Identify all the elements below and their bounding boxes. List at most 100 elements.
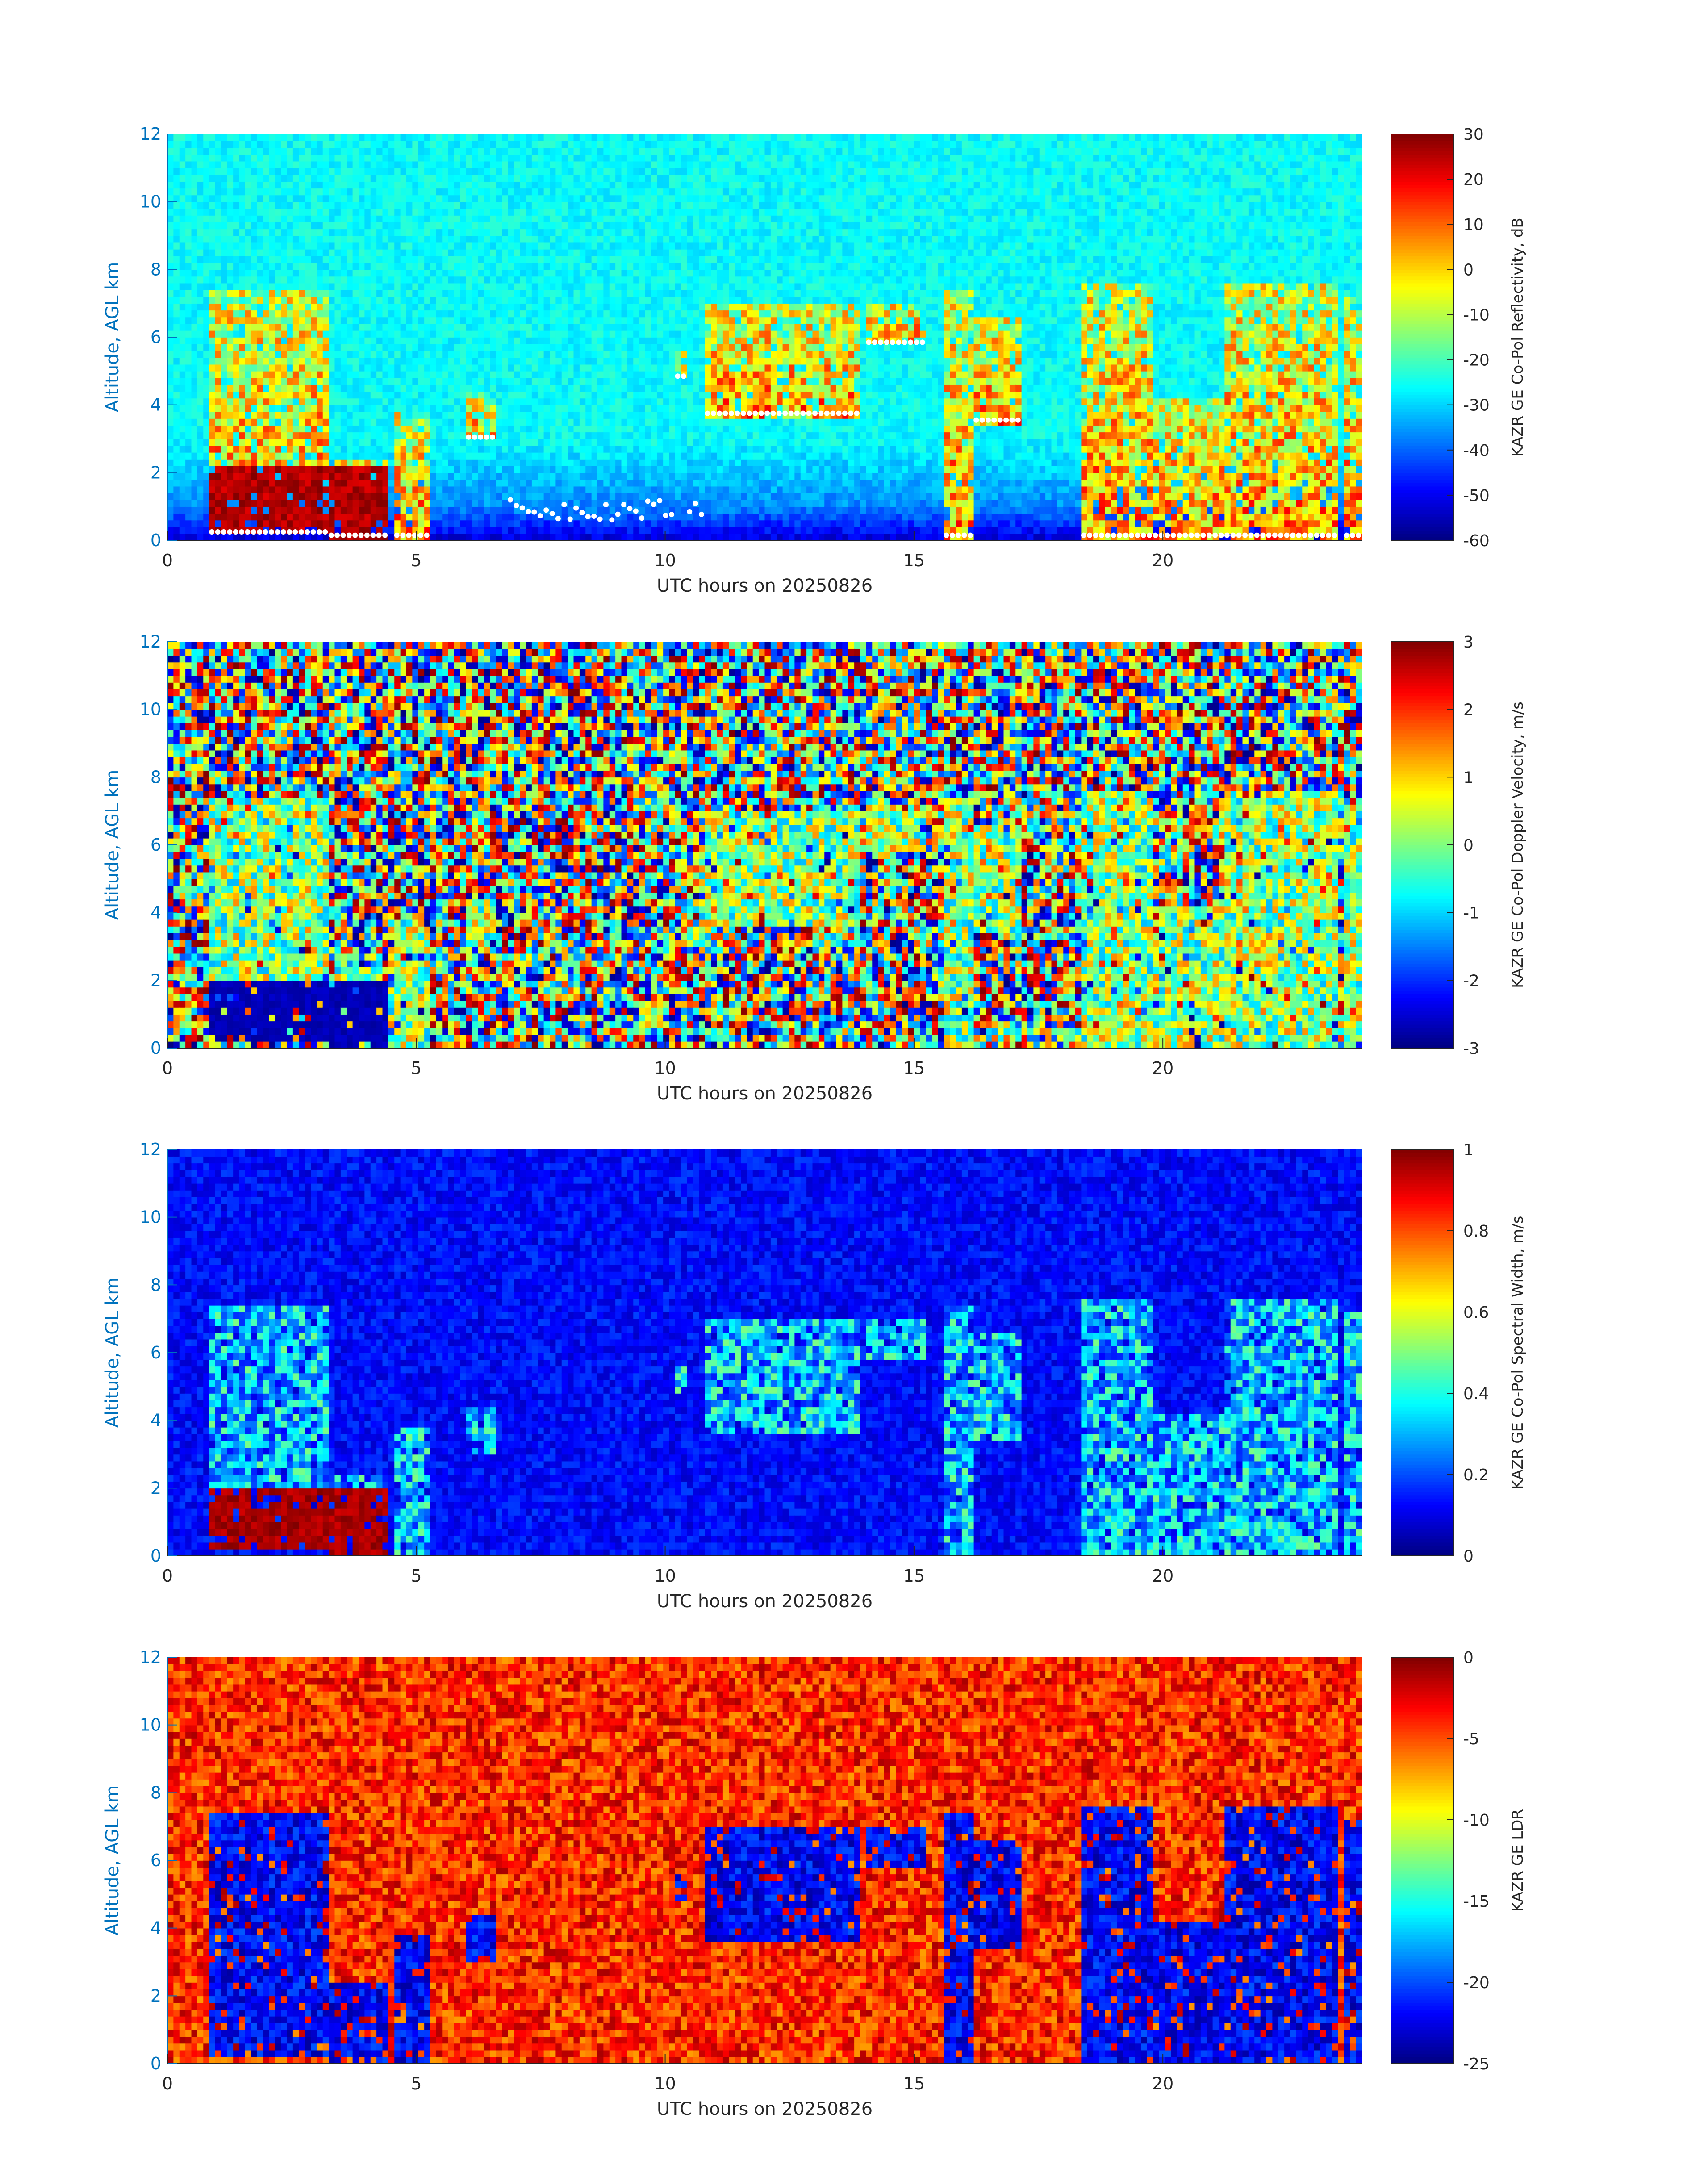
heatmap-cell xyxy=(269,147,276,155)
heatmap-cell xyxy=(591,147,598,155)
heatmap-cell xyxy=(400,466,407,473)
heatmap-cell xyxy=(347,208,353,216)
heatmap-cell xyxy=(466,351,472,358)
heatmap-cell xyxy=(490,337,497,344)
heatmap-cell xyxy=(526,398,532,405)
heatmap-cell xyxy=(436,486,443,493)
heatmap-cell xyxy=(579,154,586,162)
heatmap-cell xyxy=(621,134,628,141)
heatmap-cell xyxy=(400,425,407,433)
heatmap-cell xyxy=(352,432,359,439)
heatmap-cell xyxy=(538,357,544,365)
heatmap-cell xyxy=(376,378,383,385)
heatmap-cell xyxy=(292,371,300,378)
heatmap-cell xyxy=(173,439,180,446)
heatmap-cell xyxy=(466,391,472,399)
heatmap-cell xyxy=(197,493,204,500)
heatmap-cell xyxy=(257,323,263,331)
heatmap-cell xyxy=(299,330,305,338)
heatmap-cell xyxy=(191,215,198,222)
heatmap-cell xyxy=(424,222,431,230)
heatmap-cell xyxy=(388,195,395,202)
heatmap-cell xyxy=(424,384,431,392)
heatmap-cell xyxy=(645,384,652,392)
heatmap-cell xyxy=(627,317,634,324)
heatmap-cell xyxy=(245,459,252,466)
heatmap-cell xyxy=(197,208,204,216)
heatmap-cell xyxy=(400,398,407,405)
heatmap-cell xyxy=(484,337,491,344)
heatmap-cell xyxy=(490,235,497,243)
heatmap-cell xyxy=(466,466,472,473)
heatmap-cell xyxy=(484,215,491,222)
heatmap-cell xyxy=(448,391,455,399)
heatmap-cell xyxy=(603,357,610,365)
heatmap-cell xyxy=(550,323,556,331)
heatmap-cell xyxy=(531,445,539,453)
heatmap-cell xyxy=(376,425,383,433)
heatmap-cell xyxy=(340,472,347,480)
heatmap-cell xyxy=(257,486,263,493)
heatmap-cell xyxy=(585,364,592,372)
heatmap-cell xyxy=(418,161,425,168)
heatmap-cell xyxy=(370,526,377,534)
heatmap-cell xyxy=(526,201,532,209)
heatmap-cell xyxy=(418,263,425,270)
heatmap-cell xyxy=(191,303,198,311)
heatmap-cell xyxy=(615,493,622,500)
heatmap-cell xyxy=(305,256,311,263)
heatmap-cell xyxy=(322,263,329,270)
heatmap-cell xyxy=(388,479,395,487)
heatmap-cell xyxy=(663,472,670,480)
heatmap-cell xyxy=(317,303,323,311)
heatmap-cell xyxy=(633,181,640,189)
heatmap-cell xyxy=(269,215,276,222)
heatmap-cell xyxy=(281,330,288,338)
heatmap-cell xyxy=(418,330,425,338)
heatmap-cell xyxy=(167,141,174,148)
heatmap-cell xyxy=(430,337,437,344)
heatmap-cell xyxy=(520,235,526,243)
heatmap-cell xyxy=(239,459,246,466)
heatmap-cell xyxy=(508,154,514,162)
heatmap-cell xyxy=(359,398,365,405)
heatmap-cell xyxy=(502,141,509,148)
heatmap-cell xyxy=(502,263,509,270)
heatmap-cell xyxy=(370,337,377,344)
heatmap-cell xyxy=(466,472,472,480)
heatmap-cell xyxy=(663,500,670,507)
heatmap-cell xyxy=(568,201,574,209)
heatmap-cell xyxy=(227,154,234,162)
heatmap-cell xyxy=(645,249,652,256)
heatmap-cell xyxy=(334,384,341,392)
heatmap-cell xyxy=(275,472,281,480)
heatmap-cell xyxy=(555,181,562,189)
heatmap-cell xyxy=(364,310,371,318)
heatmap-cell xyxy=(364,398,371,405)
heatmap-cell xyxy=(263,459,270,466)
heatmap-cell xyxy=(424,364,431,372)
heatmap-cell xyxy=(263,154,270,162)
heatmap-cell xyxy=(526,493,532,500)
heatmap-cell xyxy=(167,175,174,182)
heatmap-cell xyxy=(364,486,371,493)
heatmap-cell xyxy=(263,249,270,256)
heatmap-cell xyxy=(173,391,180,399)
heatmap-cell xyxy=(281,195,288,202)
heatmap-cell xyxy=(227,357,234,365)
heatmap-cell xyxy=(167,533,174,541)
heatmap-cell xyxy=(347,391,353,399)
heatmap-cell xyxy=(597,479,604,487)
heatmap-cell xyxy=(591,351,598,358)
heatmap-cell xyxy=(370,452,377,460)
heatmap-cell xyxy=(496,466,502,473)
heatmap-cell xyxy=(388,323,395,331)
heatmap-cell xyxy=(502,283,509,290)
heatmap-cell xyxy=(221,364,228,372)
heatmap-cell xyxy=(508,391,514,399)
heatmap-cell xyxy=(233,208,240,216)
heatmap-cell xyxy=(657,384,664,392)
heatmap-cell xyxy=(436,466,443,473)
heatmap-cell xyxy=(633,289,640,297)
heatmap-cell xyxy=(173,432,180,439)
